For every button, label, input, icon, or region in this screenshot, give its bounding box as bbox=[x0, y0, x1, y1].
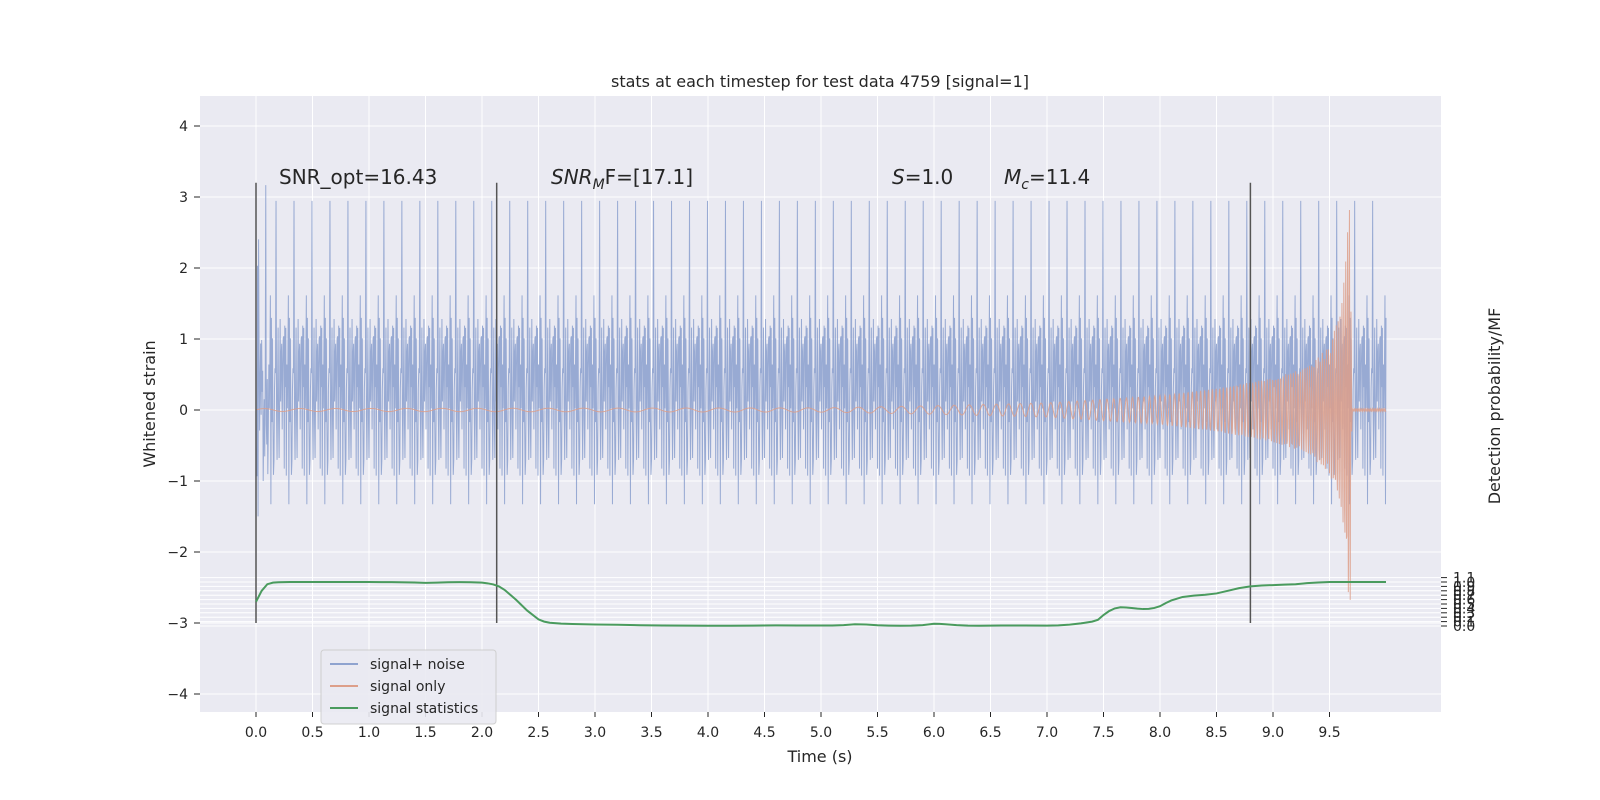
x-tick-label-18: 9.0 bbox=[1262, 725, 1284, 741]
x-tick-label-8: 4.0 bbox=[697, 725, 719, 741]
y-right-tick-label-6: 0.5 bbox=[1453, 597, 1475, 613]
x-tick-label-15: 7.5 bbox=[1092, 725, 1114, 741]
y-tick-label-7: −3 bbox=[167, 616, 188, 632]
vertical-markers bbox=[255, 182, 1252, 623]
x-tick-label-13: 6.5 bbox=[979, 725, 1001, 741]
y-right-tick-label-10: 0.1 bbox=[1453, 615, 1475, 631]
x-axis-label: Time (s) bbox=[786, 747, 852, 766]
y-right-tick-label-8: 0.3 bbox=[1453, 606, 1475, 622]
y-axis-ticks: 4 3 2 1 0 −1 −2 −3 −4 bbox=[167, 119, 200, 703]
x-tick-label-11: 5.5 bbox=[866, 725, 888, 741]
annotation-s: S=1.0 bbox=[892, 165, 953, 189]
x-tick-label-3: 1.5 bbox=[414, 725, 436, 741]
y-right-tick-label-0: 1.1 bbox=[1453, 571, 1475, 587]
annotation-snr-mf-base: SNR bbox=[551, 165, 593, 189]
signal-statistics-line bbox=[255, 581, 1386, 627]
y-right-tick-label-2: 0.9 bbox=[1453, 579, 1475, 595]
y-tick-label-2: 2 bbox=[179, 261, 188, 277]
y-axis-right-ticks: 1.11.00.90.80.70.60.50.40.30.20.10.0 bbox=[1441, 571, 1475, 635]
x-tick-label-12: 6.0 bbox=[923, 725, 945, 741]
x-tick-label-2: 1.0 bbox=[358, 725, 380, 741]
x-tick-label-6: 3.0 bbox=[584, 725, 606, 741]
y-right-tick-label-5: 0.6 bbox=[1453, 593, 1475, 609]
annotation-snr-opt: SNR_opt=16.43 bbox=[279, 165, 437, 189]
signal-statistics-series bbox=[255, 581, 1386, 627]
y-right-tick-label-9: 0.2 bbox=[1453, 610, 1475, 626]
y-tick-label-5: −1 bbox=[167, 474, 188, 490]
y-right-tick-label-7: 0.4 bbox=[1453, 601, 1475, 617]
signal-noise-line bbox=[255, 185, 1387, 517]
signal-noise-series bbox=[255, 185, 1387, 517]
y-right-tick-label-4: 0.7 bbox=[1453, 588, 1475, 604]
x-tick-label-5: 2.5 bbox=[527, 725, 549, 741]
y-right-tick-label-1: 1.0 bbox=[1453, 575, 1475, 591]
y-tick-label-1: 3 bbox=[179, 190, 188, 206]
annotation-mc: Mc=11.4 bbox=[1004, 165, 1090, 193]
x-tick-label-10: 5.0 bbox=[810, 725, 832, 741]
x-tick-label-4: 2.0 bbox=[471, 725, 493, 741]
annotation-mc-sub: c bbox=[1021, 177, 1029, 193]
annotation-snr-mf-rest: F=[17.1] bbox=[605, 165, 693, 189]
x-tick-label-17: 8.5 bbox=[1205, 725, 1227, 741]
y-tick-label-8: −4 bbox=[167, 687, 188, 703]
legend: signal+ noise signal only signal statist… bbox=[320, 649, 497, 725]
annotation-s-label: S bbox=[892, 165, 905, 189]
annotation-mc-base: M bbox=[1004, 165, 1021, 189]
x-axis-ticks: 0.0 0.5 1.0 1.5 2.0 2.5 3.0 3.5 4.0 4.5 5.0 5.5 6.0 6… bbox=[245, 712, 1341, 741]
x-tick-label-9: 4.5 bbox=[753, 725, 775, 741]
y-right-tick-label-11: 0.0 bbox=[1453, 619, 1475, 635]
annotation-snr-mf: SNRMF=[17.1] bbox=[551, 165, 693, 193]
series-layer bbox=[255, 182, 1387, 627]
y-axis-right-label: Detection probability/MF bbox=[1485, 308, 1504, 505]
annotation-s-value: =1.0 bbox=[905, 165, 954, 189]
annotation-snr-mf-sub: M bbox=[593, 177, 605, 193]
y-tick-label-3: 1 bbox=[179, 332, 188, 348]
y-tick-label-6: −2 bbox=[167, 545, 188, 561]
annotations: SNR_opt=16.43 SNRMF=[17.1] S=1.0 Mc=11.4 bbox=[279, 165, 1090, 193]
x-tick-label-0: 0.0 bbox=[245, 725, 267, 741]
signal-only-line bbox=[255, 209, 1387, 600]
x-tick-label-16: 8.0 bbox=[1149, 725, 1171, 741]
legend-label-signal-statistics: signal statistics bbox=[370, 701, 478, 717]
chart-title: stats at each timestep for test data 475… bbox=[611, 72, 1029, 91]
y-tick-label-4: 0 bbox=[179, 403, 188, 419]
x-tick-label-7: 3.5 bbox=[640, 725, 662, 741]
y-axis-label: Whitened strain bbox=[140, 340, 159, 467]
legend-label-signal-only: signal only bbox=[370, 679, 445, 695]
y-tick-label-0: 4 bbox=[179, 119, 188, 135]
x-tick-label-1: 0.5 bbox=[301, 725, 323, 741]
annotation-mc-value: =11.4 bbox=[1029, 165, 1090, 189]
signal-only-series bbox=[255, 209, 1387, 600]
y-right-tick-label-3: 0.8 bbox=[1453, 584, 1475, 600]
legend-label-signal-noise: signal+ noise bbox=[370, 657, 465, 673]
x-tick-label-14: 7.0 bbox=[1036, 725, 1058, 741]
x-tick-label-19: 9.5 bbox=[1318, 725, 1340, 741]
legend-box bbox=[320, 649, 497, 725]
